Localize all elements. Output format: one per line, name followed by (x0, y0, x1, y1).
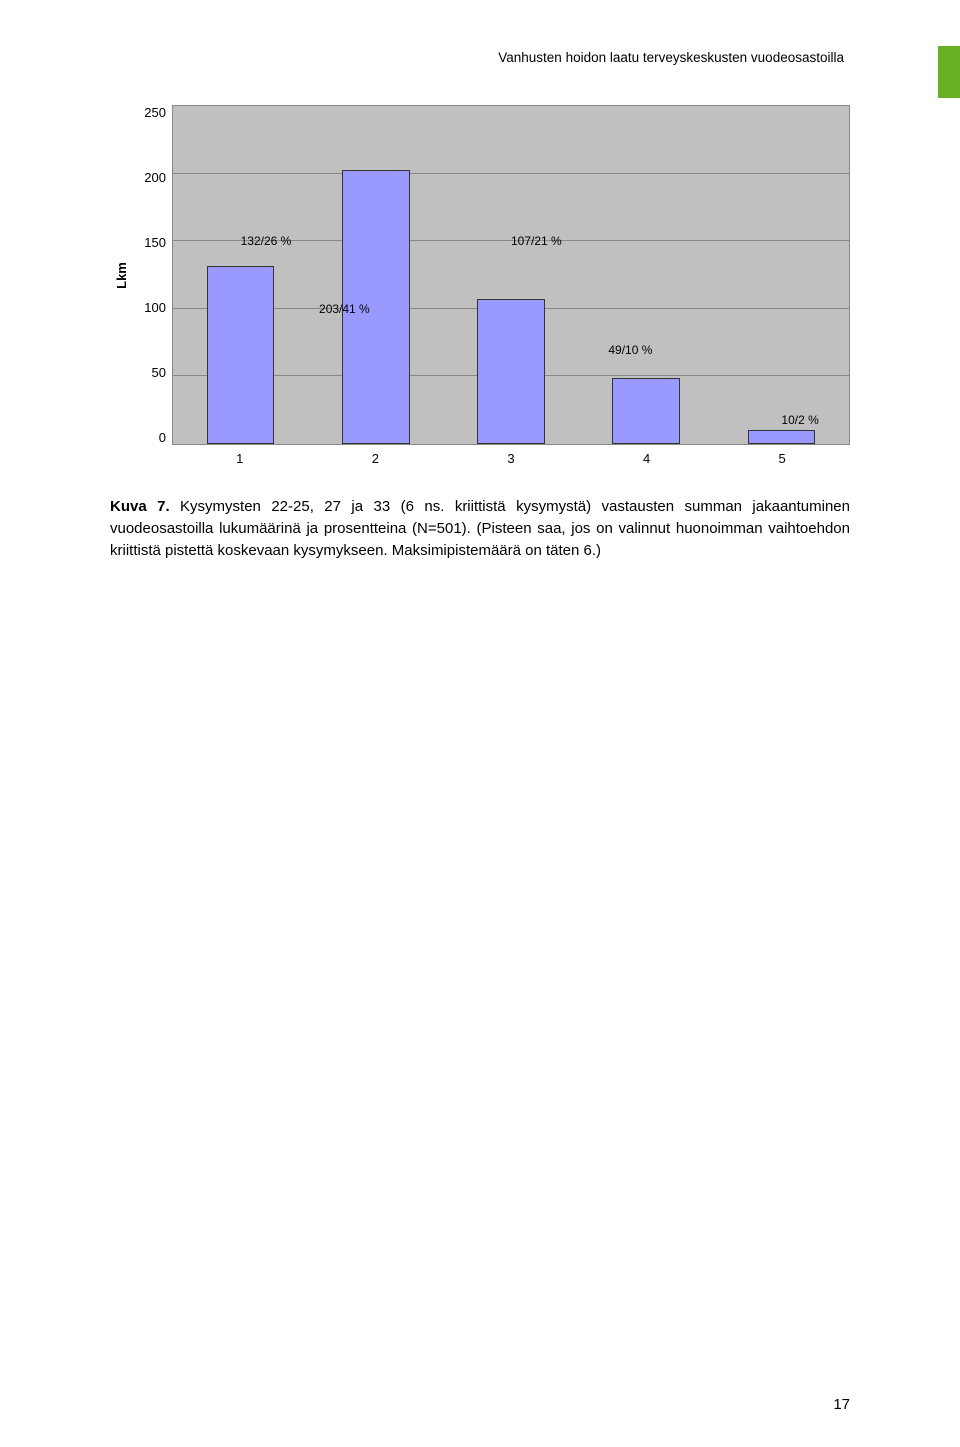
ytick: 250 (144, 105, 166, 120)
bar-chart: Lkm 250 200 150 100 50 0 132/26 % 203/41 … (110, 105, 850, 466)
bar-value-label: 203/41 % (319, 302, 370, 316)
ytick: 150 (144, 235, 166, 250)
bar-value-label: 107/21 % (511, 234, 562, 248)
header-accent-block (938, 46, 960, 98)
x-axis-labels: 1 2 3 4 5 (172, 451, 850, 466)
gridline (173, 105, 849, 106)
bar-value-label: 132/26 % (241, 234, 292, 248)
running-header-text: Vanhusten hoidon laatu terveyskeskusten … (110, 50, 850, 65)
running-header: Vanhusten hoidon laatu terveyskeskusten … (110, 50, 850, 65)
bar (612, 378, 680, 444)
xlabel: 3 (443, 451, 579, 466)
ytick: 0 (159, 430, 166, 445)
xlabel: 4 (579, 451, 715, 466)
xlabel: 2 (308, 451, 444, 466)
xlabel: 1 (172, 451, 308, 466)
page-number: 17 (833, 1396, 850, 1413)
ytick: 200 (144, 170, 166, 185)
gridline (173, 173, 849, 174)
bar (748, 430, 816, 444)
figure-label: Kuva 7. (110, 498, 170, 515)
bar-value-label: 10/2 % (781, 413, 818, 427)
plot-area: 132/26 % 203/41 % 107/21 % 49/10 % 10/2 % (172, 105, 850, 445)
caption-text: Kysymysten 22-25, 27 ja 33 (6 ns. kriitt… (110, 498, 850, 559)
bar (477, 299, 545, 444)
bar-value-label: 49/10 % (608, 343, 652, 357)
ytick: 100 (144, 300, 166, 315)
xlabel: 5 (714, 451, 850, 466)
bar (207, 266, 275, 444)
figure-caption: Kuva 7. Kysymysten 22-25, 27 ja 33 (6 ns… (110, 496, 850, 561)
ytick: 50 (152, 365, 166, 380)
y-axis-ticks: 250 200 150 100 50 0 (132, 105, 172, 445)
y-axis-label: Lkm (114, 262, 129, 289)
